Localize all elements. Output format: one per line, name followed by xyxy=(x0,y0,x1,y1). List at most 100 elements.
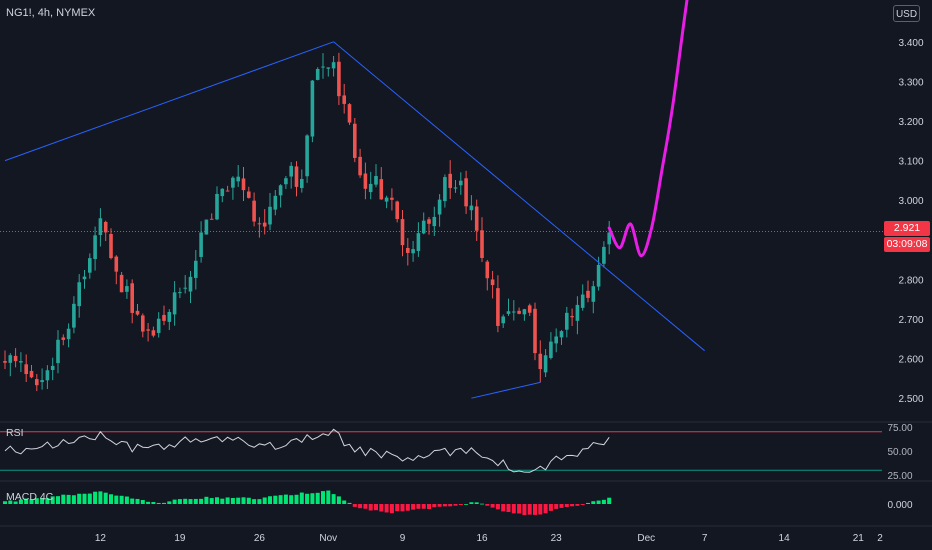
candle-body xyxy=(427,219,431,224)
candle-body xyxy=(114,256,119,272)
macd-bar xyxy=(98,491,103,504)
macd-bar xyxy=(3,501,7,504)
macd-bar xyxy=(56,496,60,504)
candle-body xyxy=(586,290,590,298)
candle-body xyxy=(284,178,288,185)
macd-bar xyxy=(591,501,596,504)
candle-body xyxy=(61,337,66,340)
macd-bar xyxy=(511,504,516,514)
price-tick-label: 3.400 xyxy=(898,38,923,49)
candle-body xyxy=(342,95,346,104)
macd-bar xyxy=(575,504,580,506)
macd-bar xyxy=(246,497,251,504)
candle-body xyxy=(474,206,479,231)
candle-body xyxy=(384,197,389,202)
macd-label: MACD 4C xyxy=(6,491,54,503)
candle-body xyxy=(443,177,447,202)
macd-bar xyxy=(543,504,548,514)
candle-body xyxy=(496,288,500,326)
candle-body xyxy=(607,232,611,245)
time-tick-label: 16 xyxy=(476,533,488,544)
candle-body xyxy=(183,287,187,289)
candle-body xyxy=(231,177,235,188)
candle-body xyxy=(565,312,569,330)
macd-bar xyxy=(273,495,278,504)
macd-bar xyxy=(82,493,87,504)
macd-bar xyxy=(464,503,469,505)
macd-bar xyxy=(220,498,225,504)
macd-bar xyxy=(283,494,288,504)
macd-bar xyxy=(336,496,341,504)
candle-body xyxy=(416,233,421,251)
candle-body xyxy=(24,364,28,375)
macd-bar xyxy=(193,498,198,504)
macd-bar xyxy=(40,498,45,504)
candle-body xyxy=(225,190,230,192)
candle-body xyxy=(262,222,267,227)
candle-body xyxy=(363,173,368,189)
macd-bar xyxy=(485,504,490,506)
candle-body xyxy=(421,220,426,234)
price-tick-label: 2.800 xyxy=(898,275,923,286)
macd-bar xyxy=(347,502,352,504)
macd-bar xyxy=(315,492,320,504)
candle-body xyxy=(379,179,384,200)
candle-body xyxy=(459,180,463,186)
macd-bar xyxy=(453,504,458,506)
macd-bar xyxy=(156,502,161,504)
candle-body xyxy=(453,187,458,189)
candle-body xyxy=(199,232,203,257)
macd-bar xyxy=(151,501,156,504)
currency-button[interactable]: USD xyxy=(893,5,920,22)
candle-body xyxy=(506,311,511,314)
macd-bar xyxy=(384,504,389,513)
price-tick-label: 2.500 xyxy=(898,394,923,405)
macd-bar xyxy=(379,504,384,512)
candle-body xyxy=(220,188,225,197)
time-tick-label: Nov xyxy=(319,533,337,544)
macd-bar xyxy=(204,496,209,504)
macd-bar xyxy=(400,504,405,512)
macd-bar xyxy=(140,500,145,504)
candle-body xyxy=(374,175,378,185)
candle-body xyxy=(209,218,214,220)
candle-body xyxy=(543,355,548,373)
candle-body xyxy=(527,305,532,313)
candle-body xyxy=(485,261,490,279)
candle-body xyxy=(82,276,87,280)
macd-bar xyxy=(442,504,447,507)
macd-bar xyxy=(305,493,310,504)
candle-body xyxy=(310,80,315,137)
time-tick-label: 9 xyxy=(400,533,406,544)
macd-bar xyxy=(389,504,394,514)
macd-bar xyxy=(501,504,506,512)
candle-body xyxy=(517,310,521,314)
candle-body xyxy=(72,303,76,328)
candle-body xyxy=(56,339,60,364)
macd-bar xyxy=(114,495,119,504)
macd-bar xyxy=(601,499,606,504)
candle-body xyxy=(575,304,580,321)
price-tick-label: 2.600 xyxy=(898,355,923,366)
macd-bar xyxy=(119,495,124,504)
candle-body xyxy=(512,311,516,313)
rsi-tick-label: 75.00 xyxy=(887,423,912,434)
macd-bar xyxy=(607,497,612,504)
macd-bar xyxy=(103,492,108,504)
macd-bar xyxy=(93,491,98,504)
macd-bar xyxy=(310,493,315,504)
macd-bar xyxy=(533,504,537,515)
candle-body xyxy=(278,185,283,196)
price-tick-label: 3.200 xyxy=(898,117,923,128)
trendline xyxy=(471,381,541,399)
candle-body xyxy=(167,311,172,322)
macd-bar xyxy=(522,504,527,516)
macd-bar xyxy=(61,494,66,504)
candle-body xyxy=(146,329,150,331)
candle-body xyxy=(66,328,71,340)
candle-body xyxy=(321,66,325,68)
candle-body xyxy=(406,247,410,253)
macd-bar xyxy=(13,501,18,504)
time-tick-label: 14 xyxy=(779,533,791,544)
